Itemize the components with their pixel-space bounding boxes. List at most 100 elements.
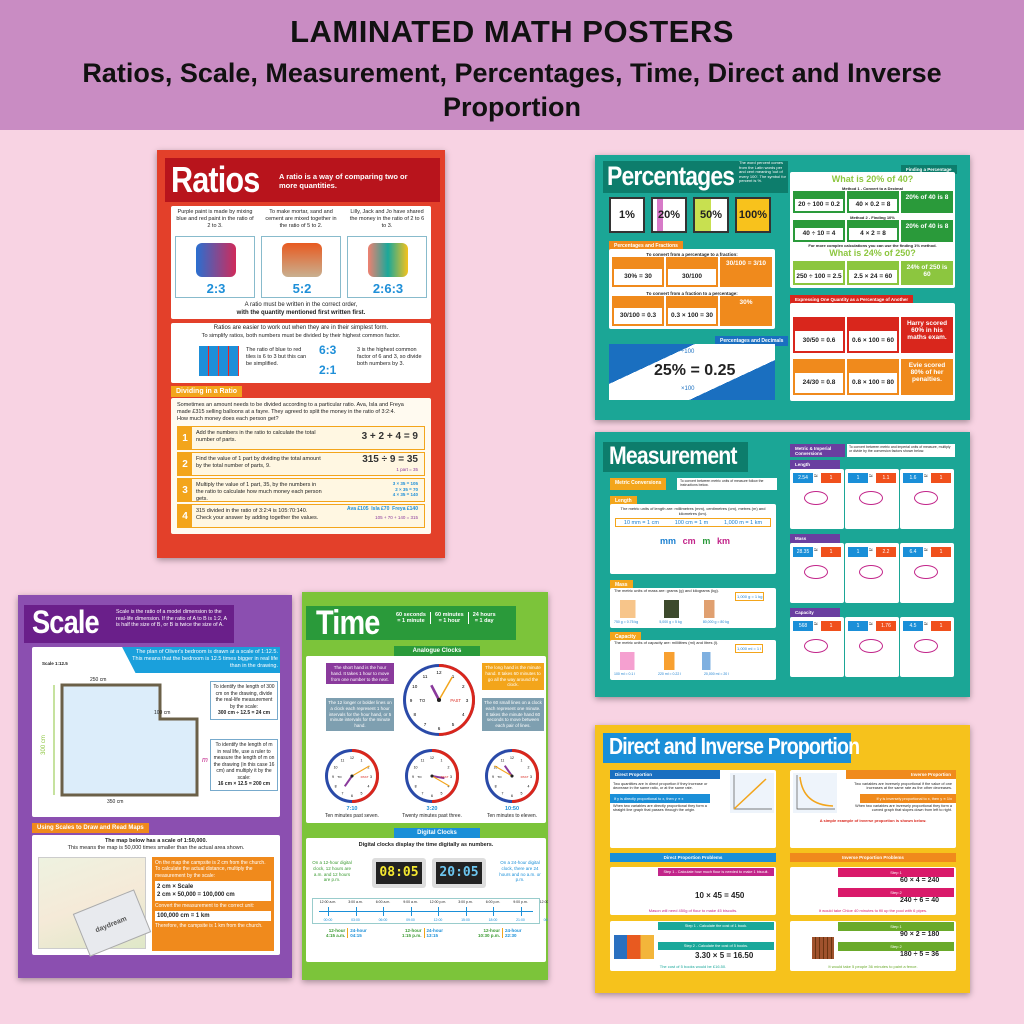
calc-value: 20% of 40 is 8 [905, 194, 949, 201]
calc-cell: 20% of 40 is 8 [901, 191, 953, 213]
poster-title: Scale [32, 604, 100, 640]
step-text: Multiply the value of 1 part, 35, by the… [196, 482, 322, 502]
timeline-24h: 03:00 [351, 918, 360, 922]
calc-cell: 4 × 2 = 8 [847, 220, 899, 242]
pool-step-2: Step 2 [838, 888, 954, 897]
timeline-24h: 18:00 [488, 918, 498, 922]
step-sub: 105 + 70 + 140 = 315 [375, 515, 418, 520]
fence-math-1: 90 × 2 = 180 [900, 931, 940, 938]
calc-value: 0.8 × 100 = 80 [849, 373, 897, 393]
calc-cell: 30/100 [666, 257, 718, 287]
maps-text-2: This means the map is 50,000 times small… [67, 845, 245, 851]
book-math: 3.30 × 5 = 16.50 [695, 951, 754, 960]
svg-text:1: 1 [521, 759, 523, 763]
timeline-24h: 06:00 [378, 918, 388, 922]
inverse-problems-heading: Inverse Proportion Problems [790, 853, 956, 862]
poster-title: Direct and Inverse Proportion [609, 733, 860, 759]
inverse-graph [793, 773, 837, 813]
metric-heading: Metric Conversions [610, 478, 667, 490]
time-title-banner [306, 606, 516, 640]
calc-cell: 40 × 0.2 = 8 [847, 191, 899, 213]
ratio-example-text: Lilly, Jack and Jo have shared the money… [349, 209, 425, 229]
svg-text:9: 9 [412, 775, 414, 779]
imperial-value: 1.1 [876, 473, 896, 483]
svg-text:1: 1 [361, 759, 363, 763]
imperial-value: 2.2 [876, 547, 896, 557]
time-unit: 60 seconds = 1 minute [396, 612, 426, 624]
clock-caption: Ten minutes to eleven. [486, 813, 538, 819]
svg-text:3: 3 [370, 775, 372, 779]
capacity-item: 100 ml = 0.1 l [614, 672, 636, 676]
dividing-intro: Sometimes an amount needs to be divided … [177, 402, 404, 422]
conversion-arrows [914, 639, 938, 653]
conversion-card: 1.6 ≈1 [900, 469, 954, 529]
time-example: 12-hour 10:30 p.m. 24-hour 22:30 [478, 928, 522, 938]
svg-text:1: 1 [452, 674, 455, 679]
timeline: 12:00 a.m. 00:00 3:00 a.m. 03:00 6:00 a.m. 06… [312, 898, 548, 924]
svg-text:12: 12 [350, 756, 354, 760]
page-subtitle: Ratios, Scale, Measurement, Percentages,… [82, 58, 942, 122]
conversion-card: 6.4 ≈1 [900, 543, 954, 603]
timeline-12h: 12:00 p.m. [429, 900, 447, 904]
direct-rule: If y is directly proportional to x, then… [610, 794, 710, 803]
svg-text:4: 4 [367, 785, 369, 789]
calc-cell: 30% = 30 [612, 257, 664, 287]
imperial-value: 1 [821, 473, 841, 483]
imperial-value: 1 [931, 473, 951, 483]
time-example: 12-hour 4:15 a.m. 24-hour 04:15 [326, 928, 367, 938]
svg-text:5: 5 [361, 791, 363, 795]
metric-note: To convert between metric units of measu… [677, 478, 777, 490]
step-text: Add the numbers in the ratio to calculat… [196, 430, 316, 443]
conversion-card: 2.54 ≈1 [790, 469, 844, 529]
ratio-example-card: 2:6:3 [347, 236, 427, 298]
fence-image [812, 937, 834, 959]
calc-value: 2.5 × 24 = 60 [849, 269, 897, 283]
decimal-equation: 25% = 0.25 [654, 362, 736, 379]
inverse-graph-text: When two variables are inversely proport… [855, 804, 952, 812]
capacity-illustrations [620, 652, 725, 670]
method-2: Method 2 - Finding 10% [850, 215, 895, 220]
conversion-card: 28.35 ≈1 [790, 543, 844, 603]
svg-text:5: 5 [452, 722, 455, 727]
svg-text:5: 5 [521, 791, 523, 795]
pool-step-1: Step 1 [838, 868, 954, 877]
dim-bottom: 350 cm [107, 799, 124, 805]
timeline-12h: 3:00 p.m. [458, 900, 473, 904]
svg-text:8: 8 [415, 785, 417, 789]
scale-label: Scale 1:12.5 [42, 661, 68, 666]
calc-cell: 0.6 × 100 = 60 [847, 317, 899, 353]
ratio-6-3: 6:3 [319, 343, 337, 357]
svg-text:1: 1 [441, 759, 443, 763]
length-unit-row: mm cm m km [660, 536, 730, 546]
length-unit: cm [682, 536, 696, 546]
timeline-12h: 6:00 a.m. [375, 900, 391, 904]
direct-problems-heading: Direct Proportion Problems [610, 853, 776, 862]
long-hand-note: The long hand is the minute hand. It tak… [482, 663, 544, 691]
inverse-example: A simple example of inverse proportion i… [819, 818, 927, 823]
direct-text: Two quantities are in direct proportion … [613, 782, 708, 790]
timeline-12h: 12:00 a.m. [319, 900, 337, 904]
timeline-24h: 12:00 [433, 918, 443, 922]
method-1: Method 1 - Convert to a Decimal [842, 186, 903, 191]
to-fraction-label: To convert from a percentage to a fracti… [646, 252, 738, 257]
dim-m: m [202, 757, 208, 764]
conversion-card: 1 ≈1.1 [845, 469, 899, 529]
calc-value: 30/100 [668, 268, 716, 285]
ratio-illustration [196, 243, 236, 277]
digital-heading: Digital Clocks [394, 828, 480, 838]
svg-text:2: 2 [527, 766, 529, 770]
biscuit-math: 10 × 45 = 450 [695, 891, 745, 900]
percentages-intro: The word percent comes from the Latin wo… [739, 160, 786, 184]
capacity-item: 220 ml = 0.22 l [658, 672, 682, 676]
svg-text:11: 11 [421, 759, 425, 763]
step-sub: 1 part = 35 [396, 467, 418, 472]
svg-text:11: 11 [341, 759, 345, 763]
twelve-hour-note: On a 12-hour digital clock, 12 hours are… [312, 860, 352, 883]
percent-tile: 20% [651, 197, 687, 233]
simplest-text: Ratios are easier to work out when they … [213, 325, 389, 331]
svg-text:8: 8 [495, 785, 497, 789]
length-unit: mm [660, 536, 677, 546]
timeline-24h: 00:00 [543, 918, 548, 922]
metric-value: 1 [848, 473, 868, 483]
